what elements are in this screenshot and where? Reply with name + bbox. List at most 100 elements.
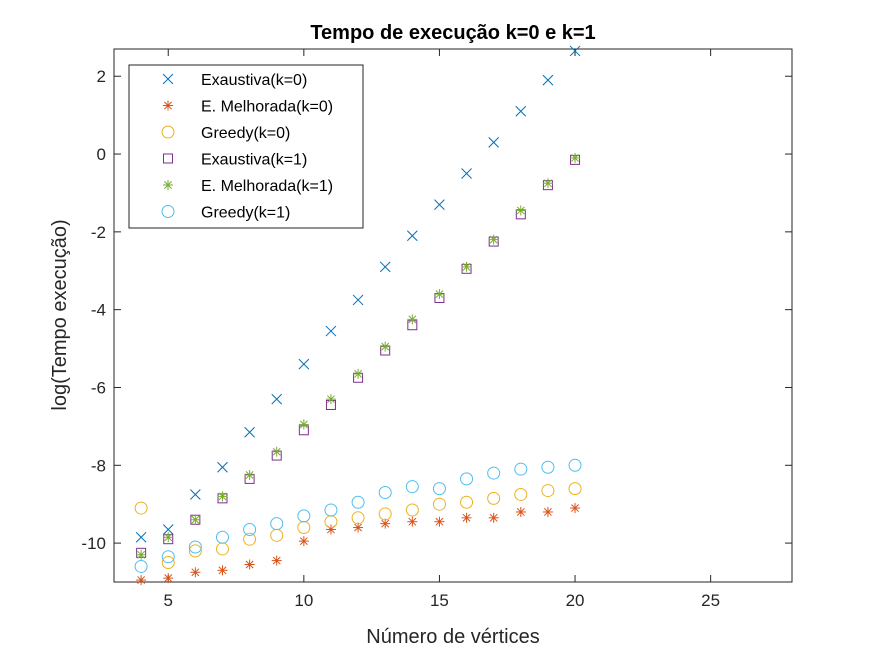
x-tick-label: 10 [294,591,313,610]
legend-item: Greedy(k=0) [161,125,290,142]
legend-label: E. Melhorada(k=0) [201,99,333,116]
data-point [190,567,201,578]
data-point [460,472,474,486]
data-point [161,556,175,570]
data-point [325,325,337,337]
data-point [432,497,446,511]
legend-label: Greedy(k=1) [201,205,290,222]
data-point [488,137,500,148]
data-point [515,105,527,117]
data-point [243,522,257,536]
data-point [136,575,147,586]
x-tick-label: 5 [164,591,173,610]
data-point [434,199,445,210]
data-point [541,460,555,474]
data-point [461,512,472,523]
x-axis-label: Número de vértices [366,626,539,648]
data-point [434,289,445,300]
data-point [351,495,365,509]
data-point [162,524,174,535]
y-tick-label: -10 [81,534,106,553]
data-point [405,480,419,494]
data-point [298,419,309,430]
data-point [487,466,501,480]
x-tick-label: 15 [430,591,449,610]
data-point [298,358,310,370]
data-point [297,509,311,523]
data-marks [134,45,582,586]
data-point [570,503,581,514]
data-point [244,426,255,438]
legend-label: E. Melhorada(k=1) [201,178,333,195]
data-point [215,530,229,544]
data-point [188,540,202,554]
x-tick-label: 25 [701,591,720,610]
y-tick-label: -6 [91,378,106,397]
data-point [514,462,528,476]
y-tick-label: -8 [91,456,106,475]
data-point [134,559,148,573]
legend-item: Greedy(k=1) [161,205,290,222]
data-point [134,501,148,515]
data-point [515,506,526,517]
legend-label: Exaustiva(k=1) [201,152,307,169]
legend: Exaustiva(k=0) E. Melhorada(k=0) Greedy(k=… [128,64,364,229]
data-point [460,495,474,509]
data-point [324,503,338,517]
data-point [298,536,309,547]
data-point [271,393,283,405]
data-point [488,512,499,523]
data-point [190,514,201,525]
data-point [188,544,202,558]
y-tick-label: -4 [91,301,106,320]
data-point [407,516,418,527]
data-point [434,516,445,527]
data-point [271,555,282,566]
series-5 [136,152,581,560]
data-point [406,230,418,242]
data-point [244,559,255,570]
series-1 [135,45,581,543]
legend-marker [163,100,173,111]
data-point [542,74,554,86]
x-tick-label: 20 [566,591,585,610]
data-point [487,491,501,505]
series-6 [134,458,582,573]
data-point [378,486,392,500]
data-point [542,178,553,189]
legend-box [128,64,364,229]
data-point [569,45,581,57]
y-tick-label: 2 [97,67,106,86]
data-point [568,482,582,496]
data-point [570,152,581,163]
legend-label: Greedy(k=0) [201,125,290,142]
data-point [217,491,228,502]
legend-label: Exaustiva(k=0) [201,72,307,89]
data-point [271,446,282,457]
data-point [407,314,418,325]
legend-marker [161,125,175,139]
y-tick-label: -2 [91,223,106,242]
data-point [217,565,228,576]
data-point [136,549,147,560]
y-axis-label: log(Tempo execução) [49,219,71,410]
data-point [514,487,528,501]
data-point [244,470,255,481]
series-3 [134,482,582,570]
data-point [163,532,174,543]
data-point [379,261,391,273]
data-point [380,341,391,352]
series-2 [136,503,581,586]
data-point [461,168,472,179]
legend-item: E. Melhorada(k=0) [163,99,333,116]
data-point [270,517,284,531]
data-point [325,394,336,405]
data-point [378,507,392,521]
data-point [541,484,555,498]
data-point [135,531,147,543]
legend-marker [163,180,173,190]
data-point [351,511,365,525]
chart-title: Tempo de execução k=0 e k=1 [310,22,595,44]
